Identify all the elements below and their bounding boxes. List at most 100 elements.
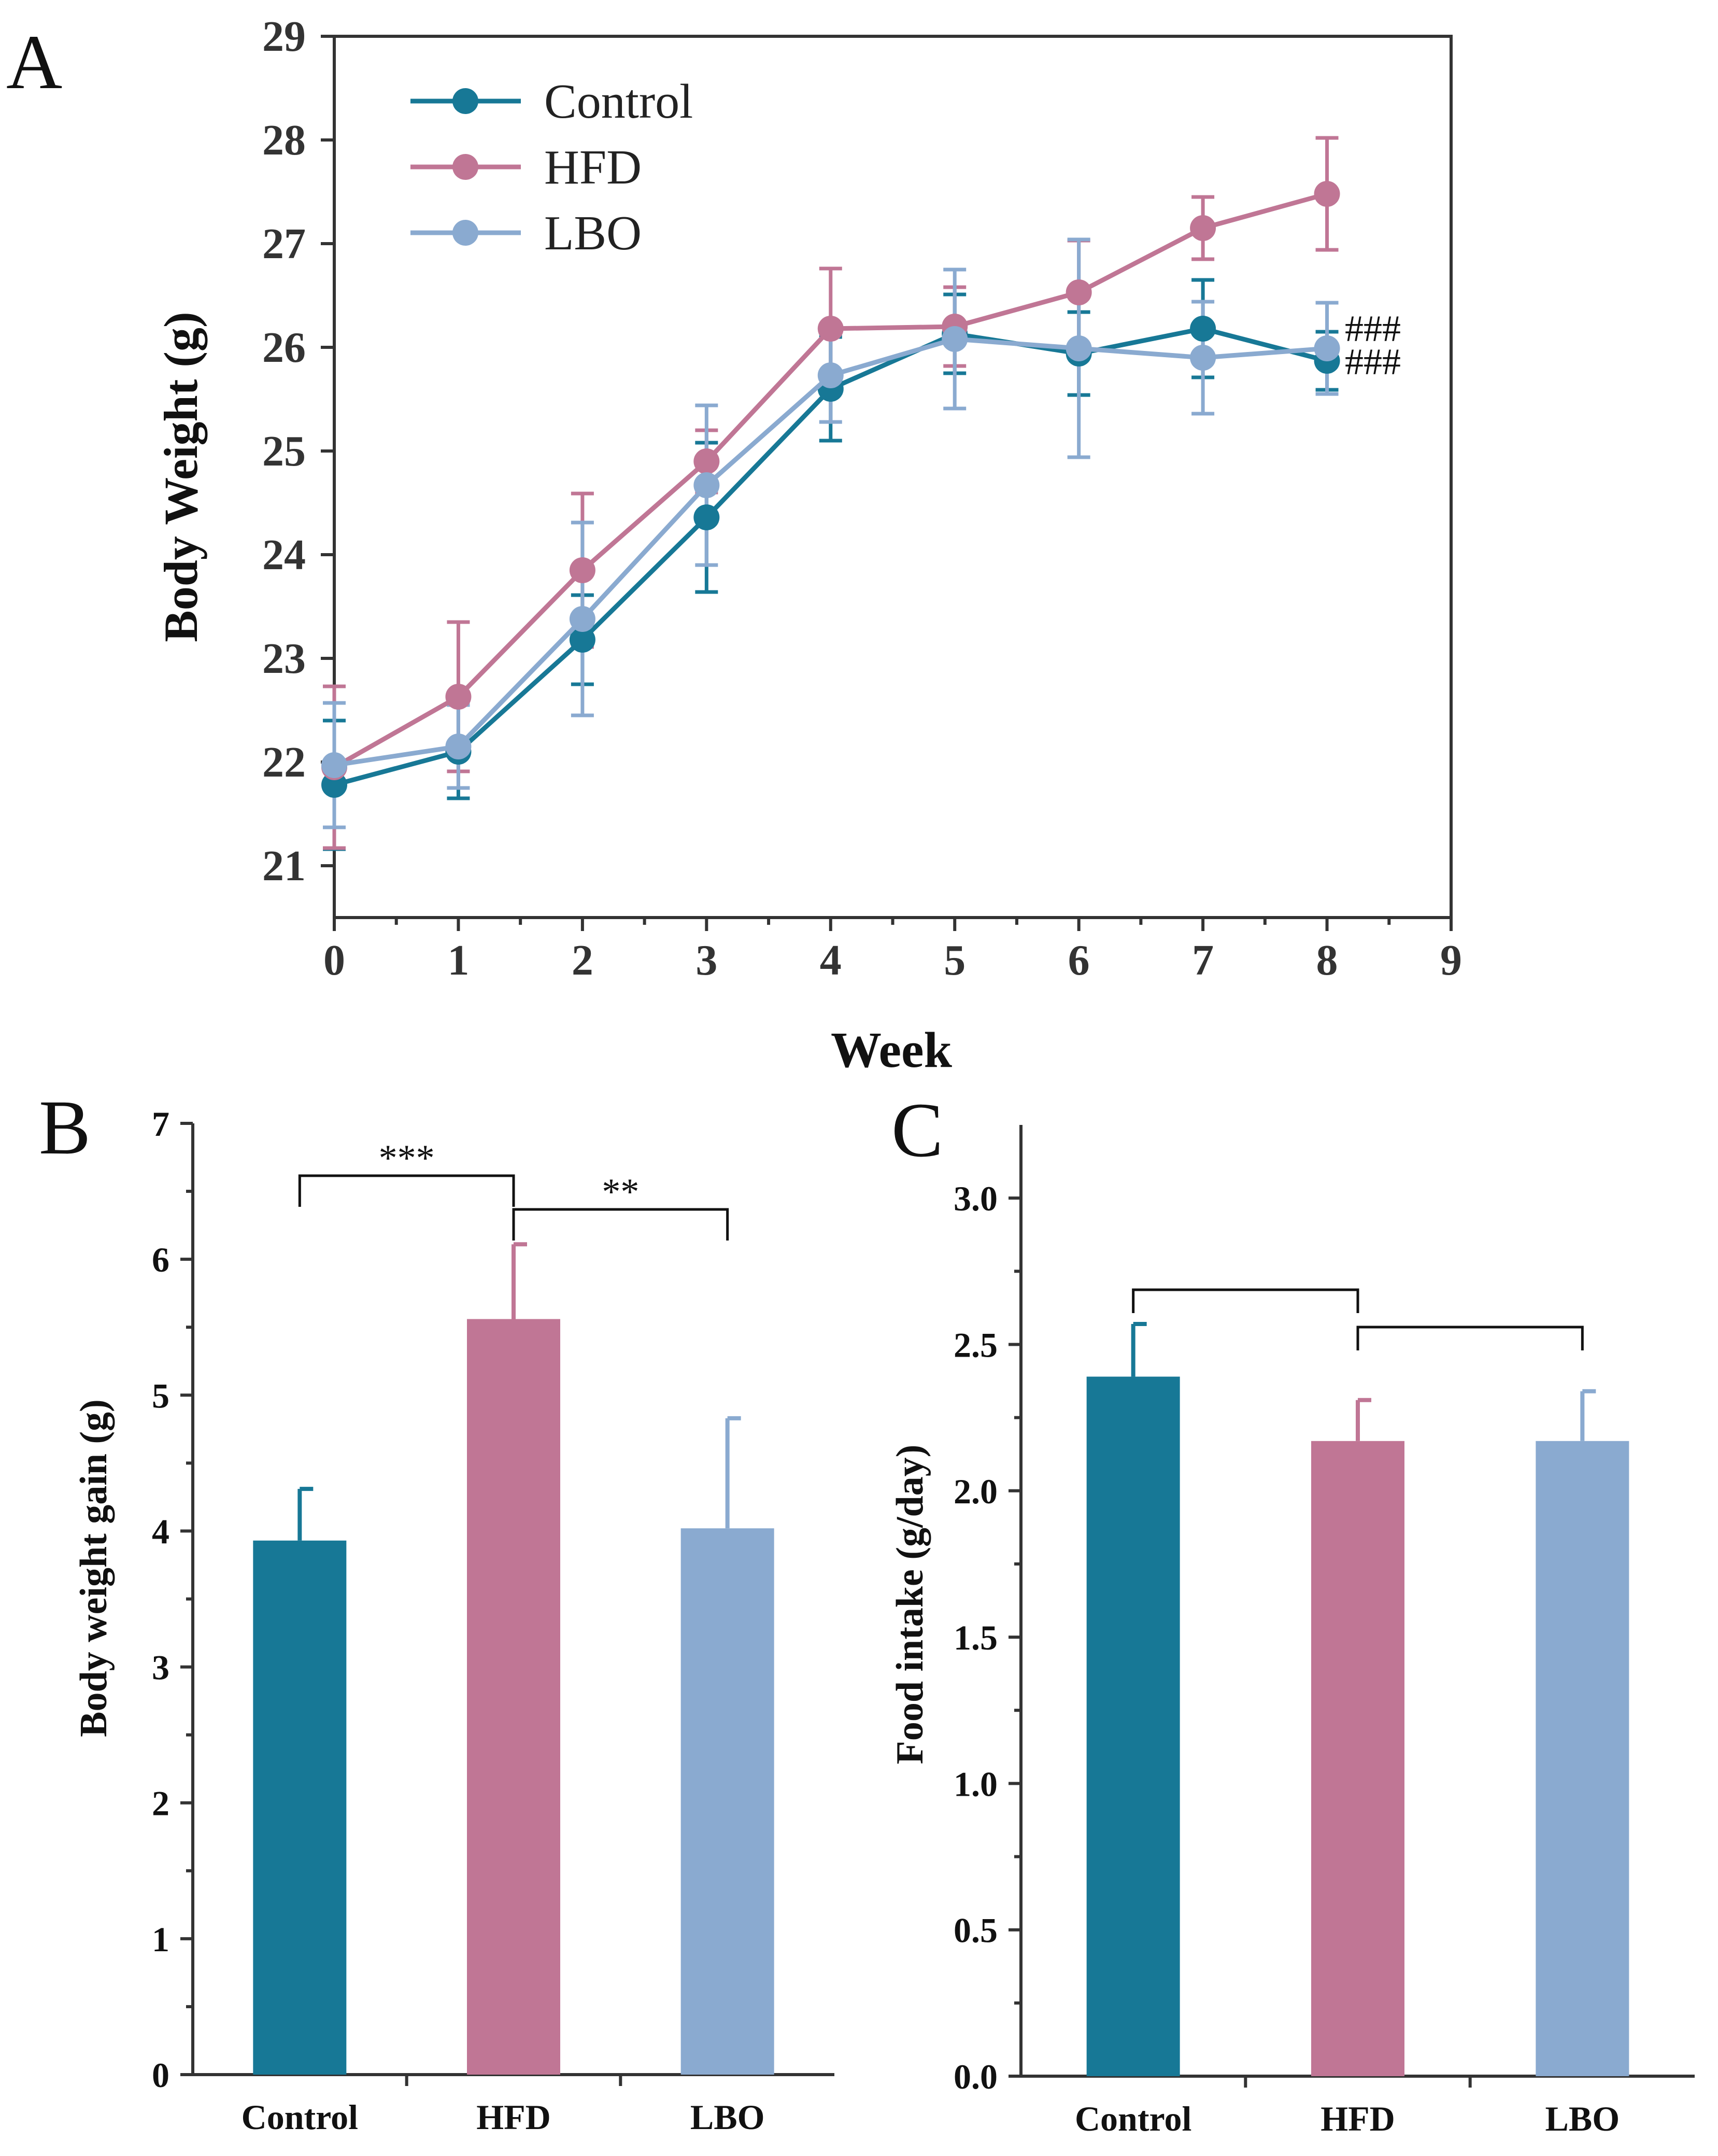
panel-a-x-tick-label: 9 xyxy=(1440,936,1462,984)
c-y-tick-label: 0.0 xyxy=(954,2057,998,2096)
data-point-hfd xyxy=(693,448,720,474)
c-y-tick-label: 3.0 xyxy=(954,1179,998,1218)
x-category-label-lbo: LBO xyxy=(690,2097,765,2137)
panel-a-x-tick-label: 4 xyxy=(820,936,842,984)
bar-lbo xyxy=(680,1528,774,2075)
significance-bracket-control-hfd xyxy=(298,1174,515,1207)
data-point-hfd xyxy=(445,684,472,710)
significance-label-hfd-lbo: ** xyxy=(602,1171,639,1213)
panel-a-x-axis-title: Week xyxy=(831,1022,953,1078)
legend-label-hfd: HFD xyxy=(544,140,642,194)
data-point-lbo xyxy=(1314,335,1340,361)
x-category-label-hfd: HFD xyxy=(476,2097,551,2137)
c-y-tick-label: 1.5 xyxy=(954,1618,998,1657)
panel-b-y-axis-title: Body weight gain (g) xyxy=(73,1399,115,1737)
data-point-lbo xyxy=(445,734,472,759)
data-point-lbo xyxy=(942,326,968,352)
panel-c-y-axis-title: Food intake (g/day) xyxy=(889,1445,931,1765)
panel-c-bar-chart: 0.0 0.5 1.0 1.5 2.0 2.5 3.0 Control HFD LBO Food… xyxy=(889,1125,1695,2138)
b-y-tick-label: 6 xyxy=(152,1240,169,1279)
data-point-lbo xyxy=(1190,345,1216,371)
panel-label-a: A xyxy=(6,19,62,105)
panel-a-y-tick-label: 24 xyxy=(262,531,306,579)
panel-label-b: B xyxy=(39,1084,91,1171)
data-point-lbo xyxy=(1066,335,1092,361)
legend-label-control: Control xyxy=(544,75,693,129)
panel-a-y-tick-label: 22 xyxy=(262,738,306,786)
panel-a-y-tick-label: 21 xyxy=(262,842,306,890)
x-category-label-hfd: HFD xyxy=(1321,2099,1395,2138)
panel-a-y-tick-label: 23 xyxy=(262,635,306,683)
b-y-tick-label: 1 xyxy=(152,1920,169,1959)
bar-control xyxy=(253,1540,347,2075)
data-point-control xyxy=(569,627,595,653)
panel-a-y-axis: 21 22 23 24 25 26 27 28 29 xyxy=(262,12,334,890)
panel-c-significance xyxy=(1132,1288,1584,1350)
series-hfd-error-bars xyxy=(323,136,1339,850)
significance-label-control-hfd: *** xyxy=(379,1137,435,1179)
c-y-tick-label: 0.5 xyxy=(954,1911,998,1950)
bar-hfd xyxy=(1311,1441,1404,2076)
significance-bracket-hfd-lbo xyxy=(1356,1326,1584,1350)
c-y-tick-label: 1.0 xyxy=(954,1764,998,1803)
data-point-control xyxy=(1190,316,1216,342)
legend-label-lbo: LBO xyxy=(544,206,642,260)
panel-a-x-tick-label: 3 xyxy=(695,936,717,984)
panel-label-c: C xyxy=(891,1087,943,1173)
legend-marker-hfd xyxy=(452,154,478,180)
panel-a-annotation-hfd-vs-lbo: ### xyxy=(1345,341,1401,383)
panel-c-bars: Control HFD LBO xyxy=(1075,1321,1629,2138)
panel-a-annotation-hfd-vs-control: ### xyxy=(1345,308,1401,349)
data-point-lbo xyxy=(693,472,720,498)
b-y-tick-label: 7 xyxy=(152,1104,169,1144)
panel-a-series-group xyxy=(321,136,1340,851)
data-point-lbo xyxy=(569,606,595,632)
panel-a-x-tick-label: 2 xyxy=(572,936,593,984)
panel-a-y-tick-label: 27 xyxy=(262,220,306,268)
x-category-label-control: Control xyxy=(242,2097,358,2137)
data-point-lbo xyxy=(321,752,347,778)
c-y-tick-label: 2.0 xyxy=(954,1472,998,1511)
b-y-tick-label: 0 xyxy=(152,2055,169,2095)
panel-a-y-tick-label: 25 xyxy=(262,427,306,475)
panel-a-y-tick-label: 29 xyxy=(262,12,306,61)
panel-a-legend: Control HFD LBO xyxy=(410,75,693,260)
data-point-lbo xyxy=(817,362,844,388)
significance-bracket-hfd-lbo xyxy=(512,1208,729,1241)
panel-a-x-tick-label: 6 xyxy=(1068,936,1090,984)
legend-marker-lbo xyxy=(452,220,478,246)
data-point-hfd xyxy=(569,557,595,583)
b-y-tick-label: 5 xyxy=(152,1376,169,1415)
panel-a-x-tick-label: 5 xyxy=(944,936,966,984)
panel-a-y-axis-title: Body Weight (g) xyxy=(154,312,207,642)
panel-a-x-axis: 0 1 2 3 4 5 6 7 8 9 xyxy=(323,918,1462,984)
panel-a-x-tick-label: 7 xyxy=(1192,936,1214,984)
panel-a-x-tick-label: 1 xyxy=(447,936,469,984)
legend-marker-control xyxy=(452,88,478,114)
data-point-hfd xyxy=(1066,279,1092,305)
data-point-hfd xyxy=(1190,215,1216,241)
panel-a-y-tick-label: 28 xyxy=(262,116,306,164)
c-y-tick-label: 2.5 xyxy=(954,1325,998,1364)
panel-a-y-tick-label: 26 xyxy=(262,323,306,372)
bar-hfd xyxy=(467,1319,560,2075)
significance-bracket-control-hfd xyxy=(1132,1288,1359,1313)
bar-lbo xyxy=(1536,1441,1629,2076)
bar-control xyxy=(1086,1376,1180,2076)
x-category-label-lbo: LBO xyxy=(1545,2099,1620,2138)
panel-b-bars: Control HFD LBO xyxy=(242,1242,774,2137)
b-y-tick-label: 2 xyxy=(152,1784,169,1823)
b-y-tick-label: 3 xyxy=(152,1648,169,1687)
panel-a-x-tick-label: 8 xyxy=(1316,936,1338,984)
data-point-hfd xyxy=(817,316,844,342)
panel-b-significance: ***** xyxy=(298,1137,729,1241)
data-point-control xyxy=(693,504,720,530)
x-category-label-control: Control xyxy=(1075,2099,1191,2138)
data-point-hfd xyxy=(1314,181,1340,207)
panel-c-axes: 0.0 0.5 1.0 1.5 2.0 2.5 3.0 xyxy=(954,1125,1695,2096)
b-y-tick-label: 4 xyxy=(152,1512,169,1551)
panel-a-x-tick-label: 0 xyxy=(323,936,345,984)
